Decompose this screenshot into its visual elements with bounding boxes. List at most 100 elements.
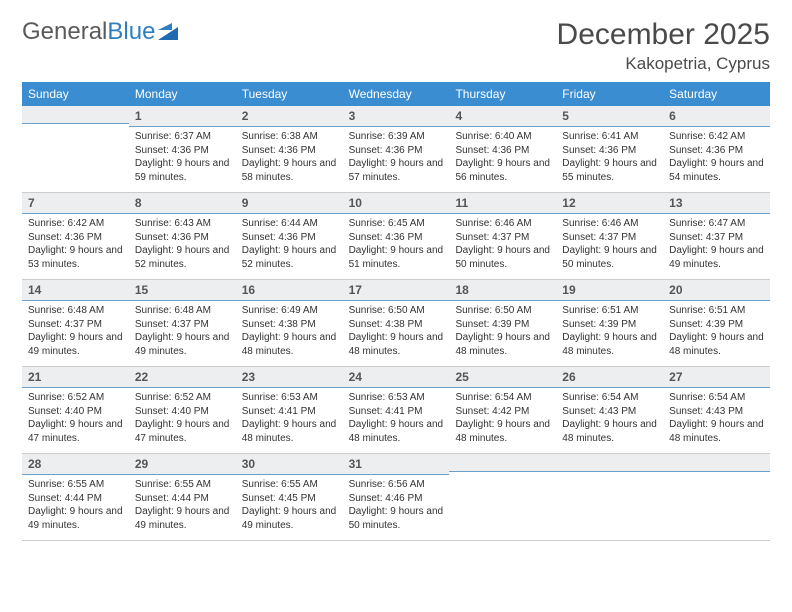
day-number: 5 — [556, 106, 663, 127]
sunrise-line: Sunrise: 6:46 AM — [455, 217, 550, 231]
sunset-line: Sunset: 4:45 PM — [242, 492, 337, 506]
sunset-line: Sunset: 4:37 PM — [562, 231, 657, 245]
day-number: 16 — [236, 280, 343, 301]
day-header-mon: Monday — [129, 82, 236, 106]
day-number: 18 — [449, 280, 556, 301]
calendar-cell: 10Sunrise: 6:45 AMSunset: 4:36 PMDayligh… — [343, 193, 450, 279]
cell-body: Sunrise: 6:48 AMSunset: 4:37 PMDaylight:… — [129, 301, 236, 364]
daylight-line: Daylight: 9 hours and 53 minutes. — [28, 244, 123, 271]
cell-body: Sunrise: 6:44 AMSunset: 4:36 PMDaylight:… — [236, 214, 343, 277]
day-number: 14 — [22, 280, 129, 301]
day-number: 29 — [129, 454, 236, 475]
calendar-cell: 13Sunrise: 6:47 AMSunset: 4:37 PMDayligh… — [663, 193, 770, 279]
day-header-sat: Saturday — [663, 82, 770, 106]
day-number — [556, 454, 663, 472]
daylight-line: Daylight: 9 hours and 48 minutes. — [455, 331, 550, 358]
sunrise-line: Sunrise: 6:52 AM — [135, 391, 230, 405]
sunset-line: Sunset: 4:37 PM — [135, 318, 230, 332]
daylight-line: Daylight: 9 hours and 47 minutes. — [135, 418, 230, 445]
header: GeneralBlue December 2025 Kakopetria, Cy… — [22, 18, 770, 74]
cell-body: Sunrise: 6:55 AMSunset: 4:44 PMDaylight:… — [22, 475, 129, 538]
logo: GeneralBlue — [22, 18, 180, 46]
cell-body: Sunrise: 6:51 AMSunset: 4:39 PMDaylight:… — [556, 301, 663, 364]
sunrise-line: Sunrise: 6:39 AM — [349, 130, 444, 144]
daylight-line: Daylight: 9 hours and 52 minutes. — [242, 244, 337, 271]
calendar-cell — [22, 106, 129, 192]
cell-body: Sunrise: 6:45 AMSunset: 4:36 PMDaylight:… — [343, 214, 450, 277]
calendar-cell: 22Sunrise: 6:52 AMSunset: 4:40 PMDayligh… — [129, 367, 236, 453]
week-row: 21Sunrise: 6:52 AMSunset: 4:40 PMDayligh… — [22, 367, 770, 454]
week-row: 14Sunrise: 6:48 AMSunset: 4:37 PMDayligh… — [22, 280, 770, 367]
cell-body: Sunrise: 6:54 AMSunset: 4:43 PMDaylight:… — [663, 388, 770, 451]
sunset-line: Sunset: 4:39 PM — [562, 318, 657, 332]
sunrise-line: Sunrise: 6:42 AM — [28, 217, 123, 231]
day-number: 20 — [663, 280, 770, 301]
calendar-cell: 12Sunrise: 6:46 AMSunset: 4:37 PMDayligh… — [556, 193, 663, 279]
daylight-line: Daylight: 9 hours and 51 minutes. — [349, 244, 444, 271]
week-row: 28Sunrise: 6:55 AMSunset: 4:44 PMDayligh… — [22, 454, 770, 541]
cell-body: Sunrise: 6:55 AMSunset: 4:44 PMDaylight:… — [129, 475, 236, 538]
cell-body: Sunrise: 6:50 AMSunset: 4:39 PMDaylight:… — [449, 301, 556, 364]
sunrise-line: Sunrise: 6:44 AM — [242, 217, 337, 231]
calendar-cell: 31Sunrise: 6:56 AMSunset: 4:46 PMDayligh… — [343, 454, 450, 540]
sunrise-line: Sunrise: 6:55 AM — [28, 478, 123, 492]
sunrise-line: Sunrise: 6:54 AM — [455, 391, 550, 405]
day-number: 1 — [129, 106, 236, 127]
calendar-cell: 18Sunrise: 6:50 AMSunset: 4:39 PMDayligh… — [449, 280, 556, 366]
cell-body: Sunrise: 6:38 AMSunset: 4:36 PMDaylight:… — [236, 127, 343, 190]
calendar-cell: 14Sunrise: 6:48 AMSunset: 4:37 PMDayligh… — [22, 280, 129, 366]
cell-body: Sunrise: 6:52 AMSunset: 4:40 PMDaylight:… — [22, 388, 129, 451]
daylight-line: Daylight: 9 hours and 48 minutes. — [349, 418, 444, 445]
calendar-cell: 7Sunrise: 6:42 AMSunset: 4:36 PMDaylight… — [22, 193, 129, 279]
cell-body: Sunrise: 6:48 AMSunset: 4:37 PMDaylight:… — [22, 301, 129, 364]
sunset-line: Sunset: 4:39 PM — [669, 318, 764, 332]
sunset-line: Sunset: 4:46 PM — [349, 492, 444, 506]
sunset-line: Sunset: 4:36 PM — [242, 231, 337, 245]
day-number: 26 — [556, 367, 663, 388]
sunset-line: Sunset: 4:36 PM — [28, 231, 123, 245]
daylight-line: Daylight: 9 hours and 47 minutes. — [28, 418, 123, 445]
sunset-line: Sunset: 4:36 PM — [349, 231, 444, 245]
cell-body: Sunrise: 6:37 AMSunset: 4:36 PMDaylight:… — [129, 127, 236, 190]
sunset-line: Sunset: 4:37 PM — [455, 231, 550, 245]
sunset-line: Sunset: 4:43 PM — [669, 405, 764, 419]
calendar-cell: 8Sunrise: 6:43 AMSunset: 4:36 PMDaylight… — [129, 193, 236, 279]
day-number: 22 — [129, 367, 236, 388]
calendar-cell: 2Sunrise: 6:38 AMSunset: 4:36 PMDaylight… — [236, 106, 343, 192]
day-number: 19 — [556, 280, 663, 301]
location-text: Kakopetria, Cyprus — [557, 54, 770, 74]
sunrise-line: Sunrise: 6:42 AM — [669, 130, 764, 144]
sunset-line: Sunset: 4:41 PM — [242, 405, 337, 419]
cell-body: Sunrise: 6:50 AMSunset: 4:38 PMDaylight:… — [343, 301, 450, 364]
sunrise-line: Sunrise: 6:41 AM — [562, 130, 657, 144]
cell-body: Sunrise: 6:49 AMSunset: 4:38 PMDaylight:… — [236, 301, 343, 364]
sunrise-line: Sunrise: 6:46 AM — [562, 217, 657, 231]
calendar-cell: 20Sunrise: 6:51 AMSunset: 4:39 PMDayligh… — [663, 280, 770, 366]
sunset-line: Sunset: 4:37 PM — [669, 231, 764, 245]
cell-body: Sunrise: 6:52 AMSunset: 4:40 PMDaylight:… — [129, 388, 236, 451]
day-number: 27 — [663, 367, 770, 388]
cell-body: Sunrise: 6:42 AMSunset: 4:36 PMDaylight:… — [663, 127, 770, 190]
day-number: 2 — [236, 106, 343, 127]
calendar-cell: 11Sunrise: 6:46 AMSunset: 4:37 PMDayligh… — [449, 193, 556, 279]
calendar-cell: 3Sunrise: 6:39 AMSunset: 4:36 PMDaylight… — [343, 106, 450, 192]
day-number: 24 — [343, 367, 450, 388]
sunrise-line: Sunrise: 6:50 AM — [455, 304, 550, 318]
sunrise-line: Sunrise: 6:48 AM — [135, 304, 230, 318]
day-header-wed: Wednesday — [343, 82, 450, 106]
daylight-line: Daylight: 9 hours and 56 minutes. — [455, 157, 550, 184]
cell-body: Sunrise: 6:39 AMSunset: 4:36 PMDaylight:… — [343, 127, 450, 190]
calendar-cell: 23Sunrise: 6:53 AMSunset: 4:41 PMDayligh… — [236, 367, 343, 453]
calendar-cell: 16Sunrise: 6:49 AMSunset: 4:38 PMDayligh… — [236, 280, 343, 366]
cell-body: Sunrise: 6:41 AMSunset: 4:36 PMDaylight:… — [556, 127, 663, 190]
sunset-line: Sunset: 4:37 PM — [28, 318, 123, 332]
cell-body: Sunrise: 6:46 AMSunset: 4:37 PMDaylight:… — [556, 214, 663, 277]
daylight-line: Daylight: 9 hours and 49 minutes. — [669, 244, 764, 271]
sunset-line: Sunset: 4:44 PM — [28, 492, 123, 506]
calendar-cell: 17Sunrise: 6:50 AMSunset: 4:38 PMDayligh… — [343, 280, 450, 366]
day-header-fri: Friday — [556, 82, 663, 106]
cell-body: Sunrise: 6:55 AMSunset: 4:45 PMDaylight:… — [236, 475, 343, 538]
daylight-line: Daylight: 9 hours and 48 minutes. — [349, 331, 444, 358]
sunrise-line: Sunrise: 6:54 AM — [562, 391, 657, 405]
sunset-line: Sunset: 4:42 PM — [455, 405, 550, 419]
